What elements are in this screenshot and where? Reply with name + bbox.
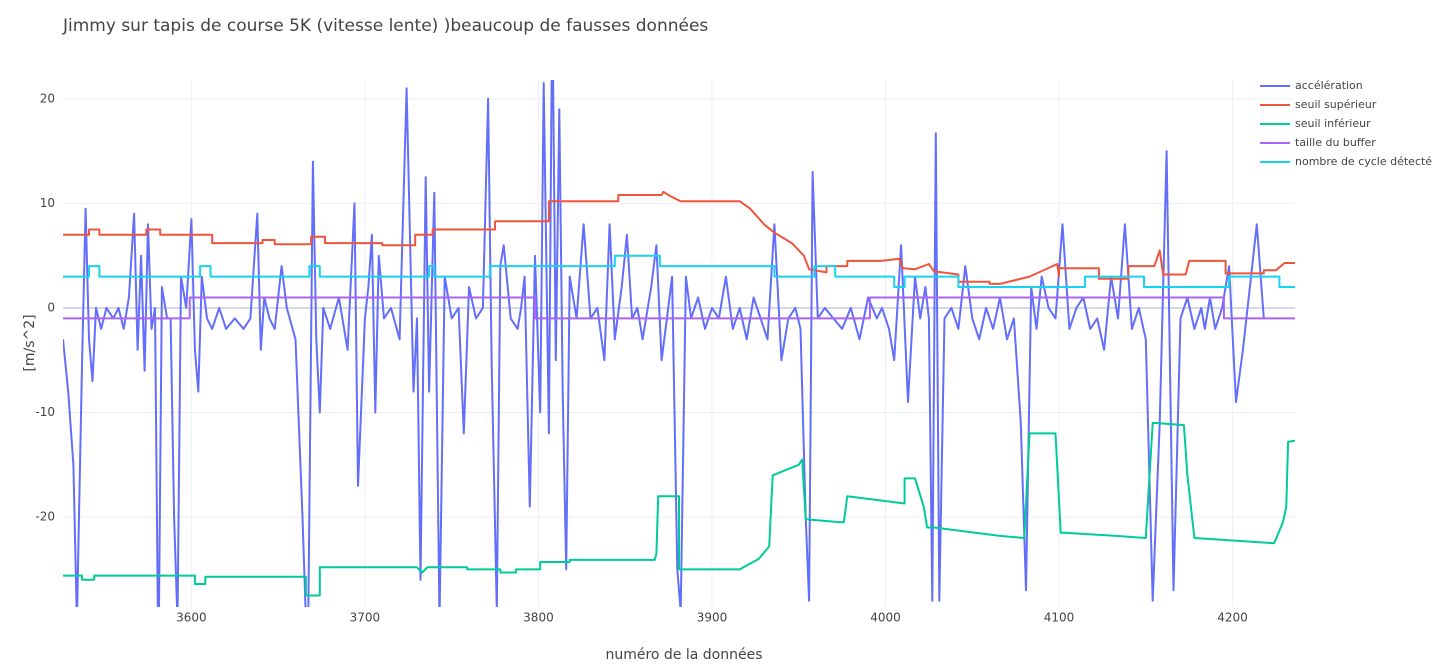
x-tick-label: 4200: [1217, 611, 1248, 625]
y-tick-label: -20: [35, 510, 55, 524]
x-tick-label: 3900: [697, 611, 728, 625]
y-axis-title: [m/s^2]: [22, 314, 38, 371]
y-tick-label: 10: [40, 196, 55, 210]
plot-area: [63, 80, 1295, 607]
y-tick-label: 20: [40, 91, 55, 105]
grid: [63, 80, 1295, 607]
series-line: [63, 296, 1295, 320]
x-tick-label: 3800: [523, 611, 554, 625]
x-tick-label: 4100: [1044, 611, 1075, 625]
x-axis-title: numéro de la données: [605, 647, 762, 663]
legend-label: seuil inférieur: [1295, 117, 1371, 130]
y-tick-label: 0: [47, 300, 55, 314]
chart-title: Jimmy sur tapis de course 5K (vitesse le…: [62, 16, 708, 36]
x-tick-label: 4000: [870, 611, 901, 625]
x-tick-label: 3600: [176, 611, 207, 625]
series-line: [63, 254, 1295, 288]
legend-label: seuil supérieur: [1295, 98, 1377, 111]
legend-label: accélération: [1295, 79, 1363, 92]
legend-label: nombre de cycle détecté: [1295, 155, 1432, 168]
series-line: [63, 422, 1295, 597]
series-line: [63, 190, 1295, 285]
series-line: [63, 80, 1265, 607]
legend: accélération seuil supérieur seuil inférie…: [1260, 79, 1432, 168]
y-tick-label: -10: [35, 405, 55, 419]
x-tick-label: 3700: [350, 611, 381, 625]
legend-label: taille du buffer: [1295, 136, 1376, 149]
